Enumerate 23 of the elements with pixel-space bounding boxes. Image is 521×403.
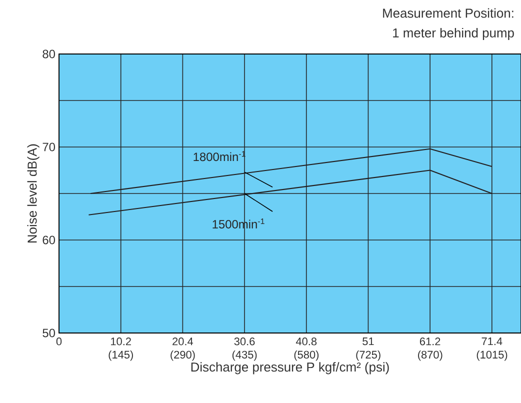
x-tick-label: 71.4 — [482, 338, 502, 346]
x-tick-label: 51 — [362, 338, 374, 346]
x-tick-label: 30.6 — [234, 338, 255, 346]
y-axis-title: Noise level dB(A) — [27, 144, 40, 242]
x-tick-label: 40.8 — [296, 338, 317, 346]
x-tick-label: 61.2 — [420, 338, 440, 346]
text: Measurement Position: — [383, 8, 514, 18]
x2-tick-label: (870) — [418, 350, 442, 361]
x-axis-title: Discharge pressure P kgf/cm² (psi) — [191, 362, 389, 374]
y-tick-label: 70 — [42, 142, 56, 152]
y-tick-label: 60 — [42, 236, 56, 244]
x-tick-label: 20.4 — [172, 338, 194, 346]
x2-tick-label: (580) — [294, 350, 319, 361]
text: 1 meter behind pump — [393, 28, 514, 40]
x2-tick-label: (290) — [170, 350, 195, 361]
x-tick-label: 0 — [56, 338, 62, 346]
x2-tick-label: (1015) — [476, 350, 508, 361]
y-tick-label: 80 — [42, 50, 56, 58]
x2-tick-label: (435) — [232, 350, 257, 361]
x2-tick-label: (145) — [108, 350, 133, 361]
x2-tick-label: (725) — [356, 350, 380, 361]
x-tick-label: 10.2 — [111, 338, 131, 346]
y-tick-label: 50 — [42, 328, 56, 338]
